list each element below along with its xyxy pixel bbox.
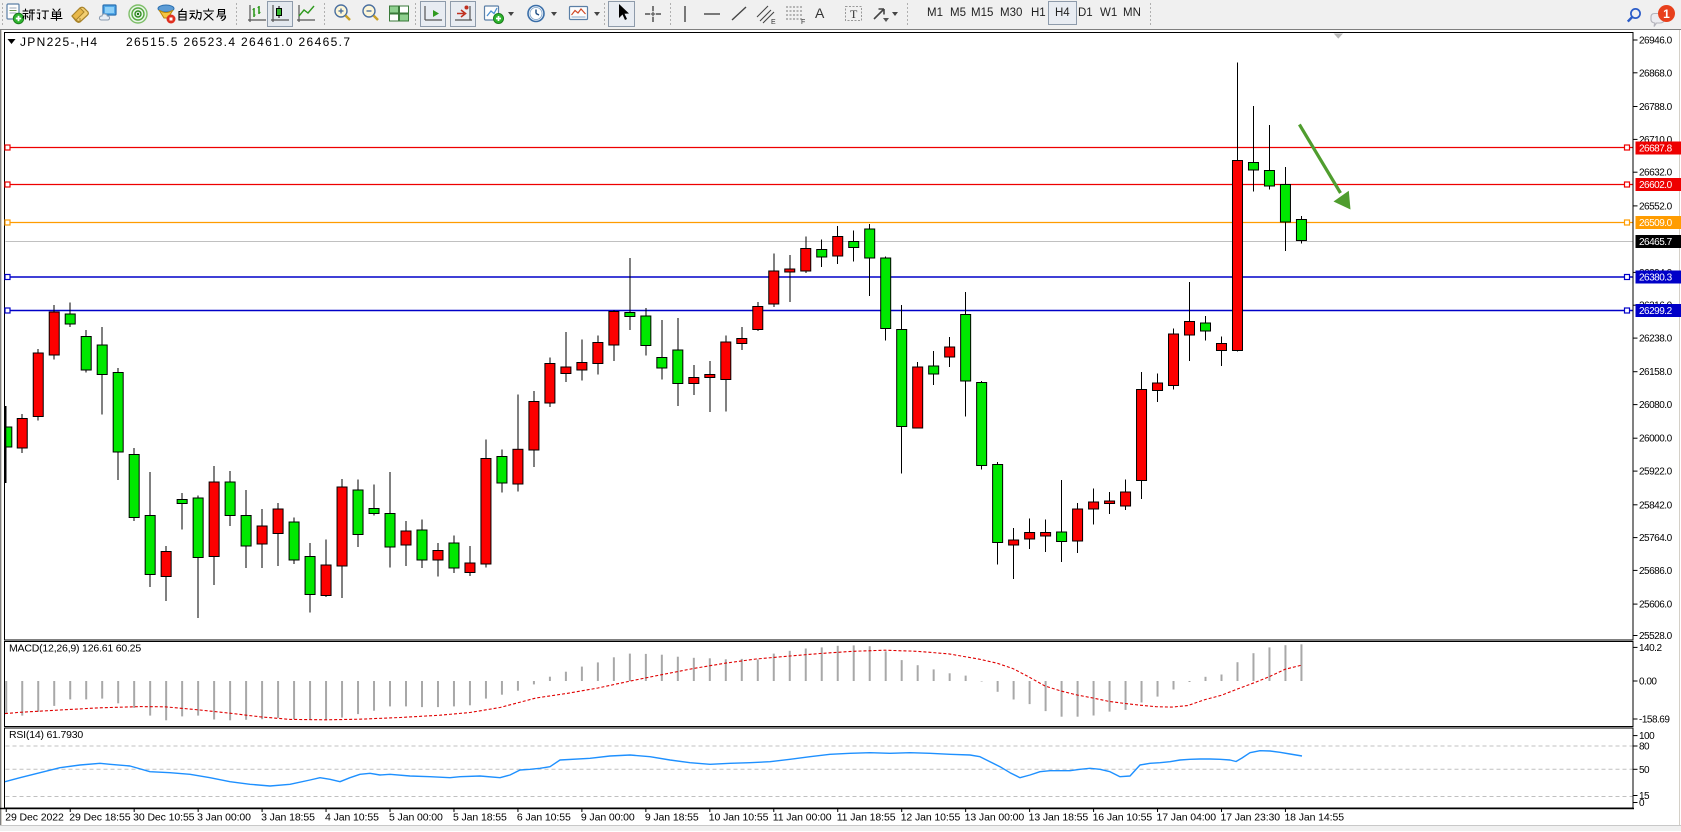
svg-text:18 Jan 14:55: 18 Jan 14:55 bbox=[1284, 812, 1344, 824]
svg-text:26080.0: 26080.0 bbox=[1639, 400, 1673, 411]
svg-text:26515.5 26523.4 26461.0 26465.: 26515.5 26523.4 26461.0 26465.7 bbox=[126, 35, 351, 49]
svg-text:26509.0: 26509.0 bbox=[1639, 218, 1673, 229]
svg-text:9 Jan 18:55: 9 Jan 18:55 bbox=[645, 812, 699, 824]
svg-text:10 Jan 10:55: 10 Jan 10:55 bbox=[709, 812, 769, 824]
svg-text:13 Jan 00:00: 13 Jan 00:00 bbox=[965, 812, 1025, 824]
svg-text:16 Jan 10:55: 16 Jan 10:55 bbox=[1093, 812, 1153, 824]
svg-text:3 Jan 18:55: 3 Jan 18:55 bbox=[261, 812, 315, 824]
svg-text:26687.8: 26687.8 bbox=[1639, 144, 1673, 155]
svg-text:3 Jan 00:00: 3 Jan 00:00 bbox=[197, 812, 251, 824]
svg-text:25922.0: 25922.0 bbox=[1639, 467, 1673, 478]
svg-text:17 Jan 23:30: 17 Jan 23:30 bbox=[1220, 812, 1280, 824]
svg-text:26602.0: 26602.0 bbox=[1639, 180, 1673, 191]
svg-text:26552.0: 26552.0 bbox=[1639, 201, 1673, 212]
svg-text:12 Jan 10:55: 12 Jan 10:55 bbox=[901, 812, 961, 824]
svg-text:30 Dec 10:55: 30 Dec 10:55 bbox=[133, 812, 195, 824]
svg-text:11 Jan 00:00: 11 Jan 00:00 bbox=[773, 812, 832, 824]
svg-text:26946.0: 26946.0 bbox=[1639, 36, 1673, 47]
svg-text:9 Jan 00:00: 9 Jan 00:00 bbox=[581, 812, 635, 824]
svg-text:29 Dec 2022: 29 Dec 2022 bbox=[5, 812, 64, 824]
svg-text:26632.0: 26632.0 bbox=[1639, 168, 1673, 179]
svg-text:-158.69: -158.69 bbox=[1639, 715, 1670, 726]
svg-text:26000.0: 26000.0 bbox=[1639, 434, 1673, 445]
svg-text:25528.0: 25528.0 bbox=[1639, 631, 1673, 642]
svg-text:5 Jan 18:55: 5 Jan 18:55 bbox=[453, 812, 507, 824]
svg-text:29 Dec 18:55: 29 Dec 18:55 bbox=[69, 812, 131, 824]
svg-text:26380.3: 26380.3 bbox=[1639, 273, 1673, 284]
svg-text:T: T bbox=[850, 7, 858, 21]
svg-text:26465.7: 26465.7 bbox=[1639, 237, 1673, 248]
svg-text:25842.0: 25842.0 bbox=[1639, 500, 1673, 511]
svg-text:25764.0: 25764.0 bbox=[1639, 533, 1673, 544]
svg-text:6 Jan 10:55: 6 Jan 10:55 bbox=[517, 812, 571, 824]
svg-text:17 Jan 04:00: 17 Jan 04:00 bbox=[1157, 812, 1217, 824]
svg-text:25686.0: 25686.0 bbox=[1639, 566, 1673, 577]
svg-text:0.00: 0.00 bbox=[1639, 677, 1657, 688]
svg-text:MACD(12,26,9) 126.61 60.25: MACD(12,26,9) 126.61 60.25 bbox=[9, 643, 141, 655]
svg-text:26238.0: 26238.0 bbox=[1639, 334, 1673, 345]
svg-text:80: 80 bbox=[1639, 742, 1650, 753]
svg-text:25606.0: 25606.0 bbox=[1639, 600, 1673, 611]
svg-text:100: 100 bbox=[1639, 731, 1655, 742]
svg-text:50: 50 bbox=[1639, 765, 1650, 776]
svg-text:13 Jan 18:55: 13 Jan 18:55 bbox=[1029, 812, 1089, 824]
svg-text:26299.2: 26299.2 bbox=[1639, 306, 1673, 317]
svg-text:RSI(14) 61.7930: RSI(14) 61.7930 bbox=[9, 729, 83, 741]
svg-text:26158.0: 26158.0 bbox=[1639, 367, 1673, 378]
svg-text:JPN225-,H4: JPN225-,H4 bbox=[20, 35, 98, 49]
svg-text:11 Jan 18:55: 11 Jan 18:55 bbox=[837, 812, 896, 824]
svg-text:E: E bbox=[771, 19, 776, 26]
svg-text:4 Jan 10:55: 4 Jan 10:55 bbox=[325, 812, 379, 824]
svg-text:26788.0: 26788.0 bbox=[1639, 102, 1673, 113]
svg-text:F: F bbox=[801, 19, 805, 26]
svg-text:140.2: 140.2 bbox=[1639, 643, 1662, 654]
svg-text:26868.0: 26868.0 bbox=[1639, 68, 1673, 79]
svg-text:5 Jan 00:00: 5 Jan 00:00 bbox=[389, 812, 443, 824]
